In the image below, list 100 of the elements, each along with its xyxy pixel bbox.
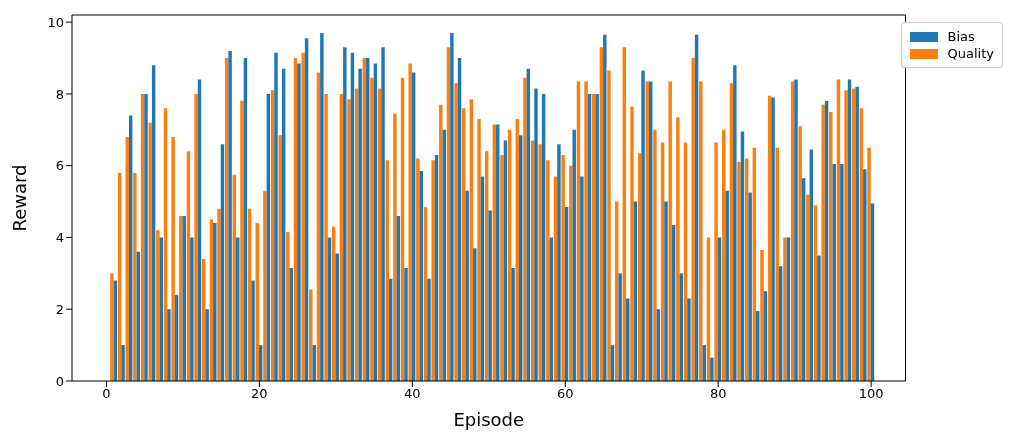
bar <box>725 190 729 381</box>
bar <box>760 250 764 381</box>
bar <box>710 357 714 381</box>
bar <box>618 273 622 381</box>
bar <box>263 190 267 381</box>
bar <box>748 192 752 381</box>
bar <box>320 32 324 381</box>
bar <box>194 93 198 381</box>
bar <box>771 97 775 381</box>
bar <box>213 223 217 381</box>
bar <box>343 47 347 381</box>
bar <box>500 154 504 381</box>
bar <box>699 81 703 381</box>
bar <box>240 101 244 381</box>
y-tick-label: 8 <box>55 86 64 102</box>
bar <box>653 129 657 381</box>
y-tick-label: 0 <box>55 373 64 389</box>
bar <box>794 79 798 381</box>
x-tick-label: 0 <box>102 386 111 402</box>
bar <box>370 77 374 381</box>
bar <box>171 137 175 381</box>
bar <box>817 255 821 381</box>
bar <box>798 126 802 381</box>
bar <box>393 113 397 381</box>
bar <box>603 34 607 381</box>
bar <box>473 248 477 381</box>
bar <box>144 93 148 381</box>
bar <box>523 77 527 381</box>
y-tick-label: 4 <box>55 230 64 246</box>
bar <box>630 106 634 381</box>
x-tick-label: 40 <box>404 386 421 402</box>
bar <box>676 117 680 381</box>
bar <box>148 122 152 381</box>
legend-label: Bias <box>947 29 975 44</box>
bar <box>580 176 584 381</box>
bar <box>301 52 305 381</box>
bar <box>121 345 125 381</box>
bar <box>416 158 420 381</box>
y-tick-label: 10 <box>47 14 64 30</box>
bar <box>167 309 171 381</box>
bar <box>205 309 209 381</box>
bar <box>404 267 408 381</box>
bar <box>534 88 538 381</box>
bar <box>454 83 458 381</box>
x-tick-label: 20 <box>251 386 268 402</box>
bar <box>278 135 282 381</box>
bar <box>538 144 542 381</box>
bar <box>829 111 833 381</box>
bar <box>488 210 492 381</box>
bar <box>335 253 339 381</box>
bar <box>309 289 313 381</box>
bar <box>450 32 454 381</box>
bar <box>863 169 867 381</box>
bar <box>439 104 443 381</box>
bar <box>251 280 255 381</box>
bar <box>584 81 588 381</box>
bar <box>687 298 691 381</box>
x-tick-label: 100 <box>858 386 884 402</box>
bar <box>733 65 737 381</box>
bar <box>607 70 611 381</box>
bar <box>557 144 561 381</box>
y-tick-label: 6 <box>55 158 64 174</box>
legend-label: Quality <box>947 46 994 61</box>
bar <box>840 163 844 381</box>
bar <box>664 201 668 381</box>
y-axis-title: Reward <box>9 164 31 232</box>
bar <box>274 52 278 381</box>
bar <box>133 172 137 381</box>
bar <box>217 208 221 381</box>
bar <box>358 68 362 381</box>
bar <box>668 81 672 381</box>
bar <box>190 237 194 381</box>
bar <box>465 190 469 381</box>
y-tick-label: 2 <box>55 301 64 317</box>
bar <box>561 154 565 381</box>
bar <box>867 147 871 381</box>
bar <box>324 93 328 381</box>
bar <box>737 162 741 381</box>
bar <box>546 160 550 381</box>
bar <box>783 237 787 381</box>
bar <box>228 50 232 381</box>
bar <box>844 90 848 381</box>
x-axis-title: Episode <box>453 409 525 430</box>
x-tick-label: 80 <box>709 386 727 402</box>
bar <box>286 232 290 381</box>
x-tick-label: 60 <box>556 386 574 402</box>
bar <box>806 194 810 381</box>
bar <box>347 99 351 381</box>
bar <box>110 273 114 381</box>
bar <box>381 47 385 381</box>
bar <box>511 267 515 381</box>
bar <box>408 63 412 381</box>
bar <box>477 119 481 381</box>
bar <box>431 160 435 381</box>
bar <box>691 58 695 381</box>
bar <box>156 230 160 381</box>
bar <box>569 165 573 381</box>
bar <box>821 104 825 381</box>
bar <box>714 142 718 381</box>
bar <box>641 70 645 381</box>
